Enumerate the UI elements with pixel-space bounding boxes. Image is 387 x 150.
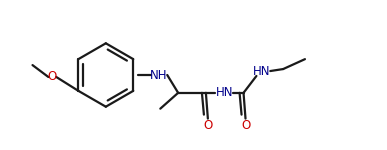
Text: HN: HN [253,64,270,78]
Text: HN: HN [216,86,233,99]
Text: NH: NH [150,69,167,81]
Text: O: O [48,70,57,84]
Text: O: O [203,119,212,132]
Text: O: O [241,119,250,132]
